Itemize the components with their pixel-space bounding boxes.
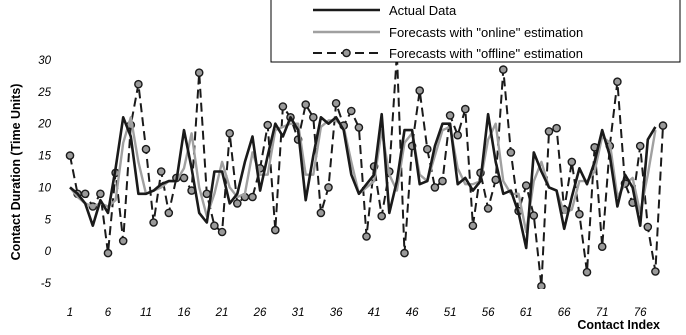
offline-point <box>141 144 151 154</box>
offline-point <box>468 221 478 230</box>
offline-point <box>278 102 288 111</box>
offline-point <box>232 199 242 208</box>
x-tick-label: 46 <box>406 307 419 319</box>
offline-point <box>460 104 470 114</box>
series-layer <box>0 49 668 289</box>
y-axis-title: Contact Duration (Time Units) <box>9 84 23 261</box>
offline-point <box>613 77 622 86</box>
legend-marker <box>342 48 351 58</box>
legend-label: Forecasts with "offline" estimation <box>389 46 583 61</box>
offline-point <box>544 127 554 136</box>
offline-point <box>301 100 311 109</box>
y-axis-ticks: -5 0 5 10 15 20 25 30 <box>37 55 51 290</box>
offline-point <box>346 106 356 116</box>
offline-point <box>453 130 463 140</box>
offline-point <box>498 65 508 74</box>
offline-point <box>377 211 387 221</box>
x-tick-label: 21 <box>215 307 229 319</box>
x-tick-label: 71 <box>596 307 609 319</box>
x-tick-label: 76 <box>634 307 647 319</box>
y-tick-label: 15 <box>38 151 51 163</box>
offline-point <box>635 141 645 151</box>
legend-label: Forecasts with "online" estimation <box>389 25 583 40</box>
offline-point <box>65 151 75 160</box>
offline-point <box>567 157 577 167</box>
offline-point <box>225 128 234 138</box>
legend: Actual Data Forecasts with "online" estim… <box>270 0 681 63</box>
y-tick-label: 5 <box>45 214 52 226</box>
offline-point <box>202 189 212 199</box>
offline-point <box>316 208 326 218</box>
y-tick-label: 10 <box>38 182 51 194</box>
offline-point <box>362 232 371 241</box>
offline-point <box>156 167 166 176</box>
offline-point <box>80 189 90 199</box>
y-tick-label: 25 <box>37 87 51 99</box>
legend-label: Actual Data <box>389 3 457 18</box>
offline-point <box>422 144 432 154</box>
offline-point <box>118 236 128 246</box>
offline-point <box>263 120 273 130</box>
offline-point <box>194 68 204 77</box>
offline-point <box>415 86 425 95</box>
offline-point <box>597 242 607 251</box>
x-tick-label: 61 <box>520 307 533 319</box>
offline-point <box>248 192 257 202</box>
offline-point <box>149 218 158 227</box>
offline-point <box>575 209 584 219</box>
x-tick-label: 1 <box>67 307 73 319</box>
x-tick-label: 16 <box>178 307 191 319</box>
y-tick-label: 20 <box>37 119 51 131</box>
y-tick-label: -5 <box>41 278 52 290</box>
offline-point <box>134 79 143 89</box>
offline-point <box>521 181 531 190</box>
offline-point <box>438 176 447 186</box>
offline-point <box>506 148 516 157</box>
offline-point <box>537 281 546 289</box>
x-tick-label: 36 <box>330 307 343 319</box>
offline-point <box>483 204 493 213</box>
offline-point <box>179 173 189 183</box>
offline-point <box>324 183 333 192</box>
offline-point <box>354 123 364 132</box>
offline-point <box>308 113 318 122</box>
offline-point <box>643 222 653 232</box>
y-tick-label: 30 <box>38 55 51 67</box>
x-tick-label: 11 <box>140 307 152 319</box>
offline-point <box>270 225 280 235</box>
y-tick-label: 0 <box>45 246 52 258</box>
x-axis-ticks: 1 6 11 16 21 26 31 36 41 46 51 56 61 66 71 76 <box>67 307 647 319</box>
offline-point <box>210 221 219 230</box>
offline-point <box>552 123 561 133</box>
offline-point <box>529 211 539 220</box>
offline-point <box>331 99 341 108</box>
x-axis-title: Contact Index <box>577 318 660 332</box>
offline-point <box>400 248 409 258</box>
offline-point <box>103 248 113 258</box>
offline-point <box>0 122 4 129</box>
offline-point <box>658 121 668 130</box>
x-tick-label: 6 <box>105 307 112 319</box>
x-tick-label: 31 <box>292 307 305 319</box>
offline-point <box>164 208 174 218</box>
x-tick-label: 56 <box>482 307 495 319</box>
offline-point <box>651 267 660 276</box>
x-tick-label: 66 <box>558 307 571 319</box>
offline-point <box>96 189 105 199</box>
offline-point <box>445 111 455 120</box>
offline-point <box>217 227 227 237</box>
x-tick-label: 26 <box>253 307 267 319</box>
series-line-actual <box>69 112 657 250</box>
x-tick-label: 51 <box>444 307 457 319</box>
x-tick-label: 41 <box>368 307 381 319</box>
offline-point <box>582 267 592 277</box>
offline-point <box>430 183 440 192</box>
